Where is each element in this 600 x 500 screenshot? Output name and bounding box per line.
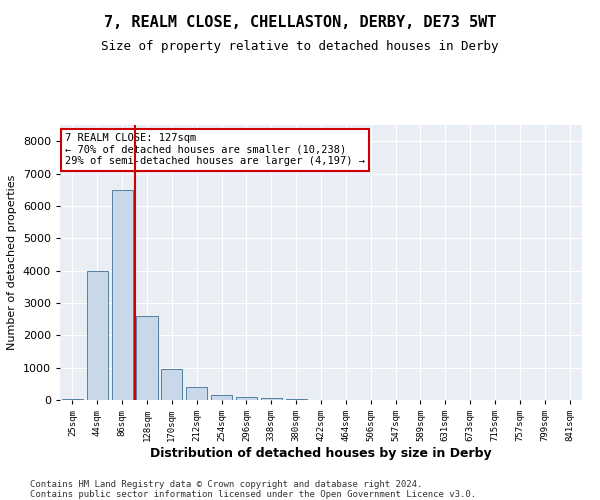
Bar: [236, 397, 257, 400]
Bar: [286, 399, 307, 400]
X-axis label: Distribution of detached houses by size in Derby: Distribution of detached houses by size …: [150, 447, 492, 460]
Text: Contains HM Land Registry data © Crown copyright and database right 2024.
Contai: Contains HM Land Registry data © Crown c…: [30, 480, 476, 500]
Bar: [136, 316, 158, 400]
Bar: [87, 271, 108, 400]
Bar: [161, 370, 182, 400]
Bar: [112, 190, 133, 400]
Bar: [261, 398, 282, 400]
Bar: [186, 387, 207, 400]
Y-axis label: Number of detached properties: Number of detached properties: [7, 175, 17, 350]
Bar: [211, 395, 232, 400]
Text: 7, REALM CLOSE, CHELLASTON, DERBY, DE73 5WT: 7, REALM CLOSE, CHELLASTON, DERBY, DE73 …: [104, 15, 496, 30]
Text: 7 REALM CLOSE: 127sqm
← 70% of detached houses are smaller (10,238)
29% of semi-: 7 REALM CLOSE: 127sqm ← 70% of detached …: [65, 133, 365, 166]
Bar: [62, 398, 83, 400]
Text: Size of property relative to detached houses in Derby: Size of property relative to detached ho…: [101, 40, 499, 53]
